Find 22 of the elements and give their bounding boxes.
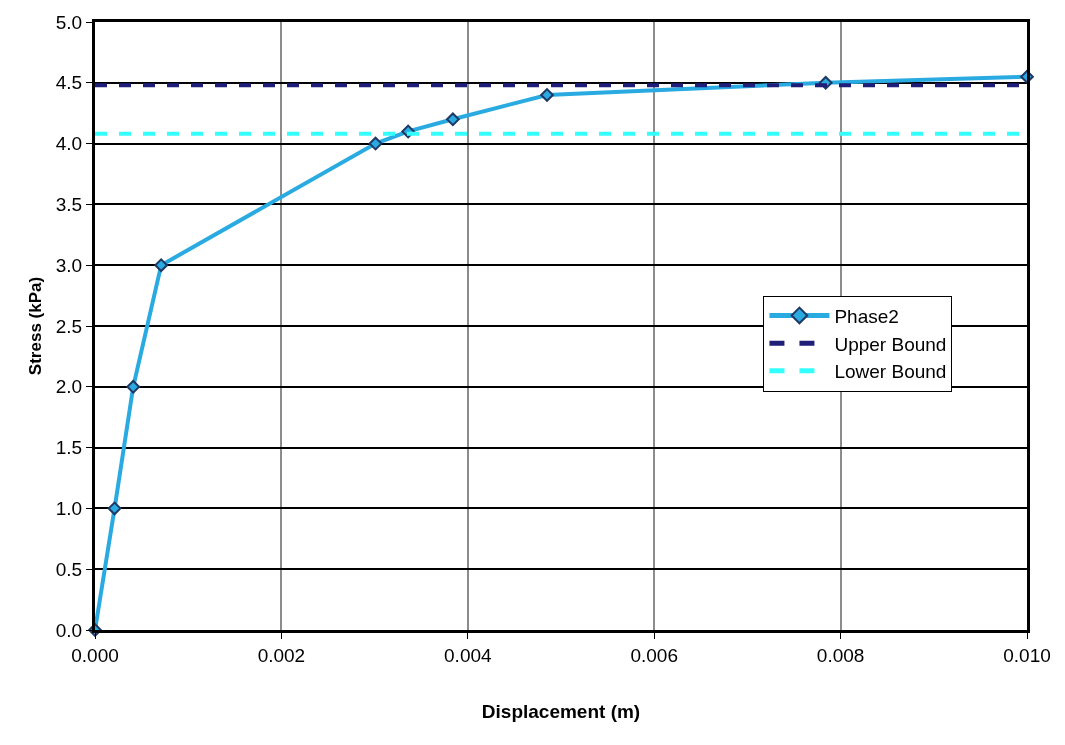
y-tick-label: 0.5 [55,558,83,580]
x-tick-label: 0.004 [444,644,493,666]
y-tick-label: 5.0 [55,11,83,33]
x-tick-label: 0.008 [816,644,865,666]
y-tick-label: 4.5 [55,72,83,94]
legend-label: Upper Bound [834,333,947,355]
x-tick-label: 0.010 [1003,644,1051,666]
y-tick-label: 1.0 [55,498,83,520]
y-tick-label: 1.5 [55,437,83,459]
y-tick-label: 3.5 [55,194,83,216]
y-tick-label: 0.0 [55,619,83,641]
x-tick-label: 0.002 [257,644,306,666]
x-axis-title: Displacement (m) [481,700,641,722]
y-axis-title: Stress (kPa) [26,276,46,376]
legend-label: Phase2 [834,305,899,327]
y-tick-label: 2.0 [55,376,83,398]
x-tick-label: 0.000 [71,644,119,666]
y-tick-label: 3.0 [55,254,83,276]
y-tick-label: 4.0 [55,133,83,155]
y-tick-label: 2.5 [55,315,83,337]
legend-label: Lower Bound [834,361,947,383]
x-tick-label: 0.006 [630,644,678,666]
